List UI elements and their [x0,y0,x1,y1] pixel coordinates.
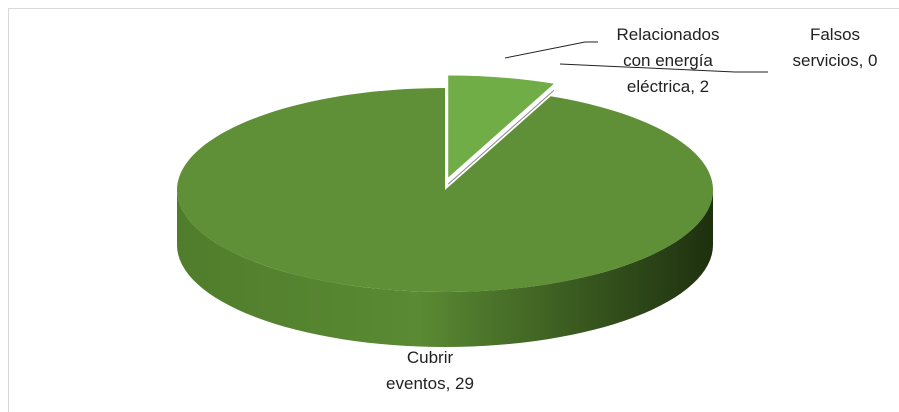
data-label: Falsos servicios, 0 [792,25,877,70]
slice [447,90,555,185]
leader-line [504,41,598,59]
data-label: Relacionados con energía eléctrica, 2 [616,25,719,96]
slice [176,87,713,293]
slice-side [177,190,713,347]
leader-line [559,63,768,73]
data-label: Cubrir eventos, 29 [386,348,474,393]
slice [448,75,554,178]
chart-border [8,8,899,412]
